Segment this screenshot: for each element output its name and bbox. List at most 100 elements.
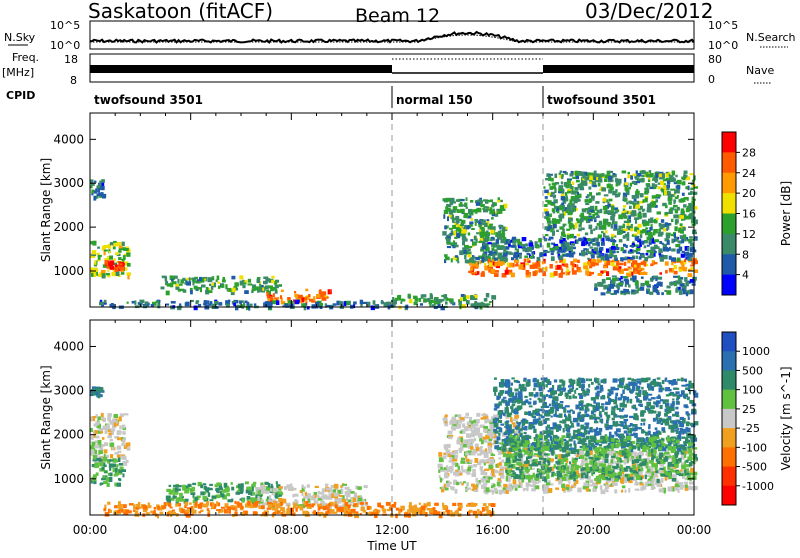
data-cell [312, 495, 314, 498]
data-cell [552, 220, 557, 224]
data-cell [587, 258, 590, 260]
data-cell [646, 408, 650, 410]
data-cell [494, 431, 498, 434]
data-cell [673, 276, 678, 278]
data-cell [464, 295, 466, 297]
data-cell [97, 416, 101, 420]
data-cell [673, 488, 675, 492]
data-cell [326, 488, 330, 491]
data-cell [98, 388, 103, 392]
data-cell [630, 423, 633, 426]
data-cell [551, 178, 554, 182]
data-cell [91, 190, 93, 194]
data-cell [460, 431, 463, 434]
data-cell [527, 258, 529, 262]
data-cell [585, 458, 588, 461]
data-cell [445, 488, 449, 491]
data-cell [501, 460, 504, 463]
data-cell [117, 446, 121, 450]
data-cell [243, 283, 246, 285]
data-cell [557, 249, 562, 252]
data-cell [577, 221, 580, 223]
data-cell [565, 192, 567, 196]
data-cell [459, 300, 462, 304]
data-cell [525, 488, 528, 490]
data-cell [174, 276, 178, 279]
data-cell [689, 400, 694, 404]
data-cell [579, 215, 583, 217]
data-cell [576, 405, 579, 410]
data-cell [593, 228, 595, 231]
data-cell [179, 303, 181, 306]
data-cell [124, 413, 129, 415]
data-cell [655, 173, 658, 178]
data-cell [320, 492, 325, 495]
data-cell [504, 433, 508, 435]
data-cell [538, 409, 540, 412]
data-cell [353, 497, 357, 502]
data-cell [98, 274, 102, 277]
data-cell [480, 466, 484, 471]
data-cell [579, 412, 581, 414]
data-cell [194, 286, 198, 290]
data-cell [598, 383, 601, 385]
data-cell [472, 485, 477, 490]
data-cell [179, 507, 181, 512]
data-cell [640, 193, 644, 197]
data-cell [242, 280, 244, 283]
data-cell [503, 251, 506, 254]
data-cell [303, 496, 307, 498]
data-cell [601, 242, 605, 246]
data-cell [603, 223, 608, 225]
data-cell [460, 443, 464, 446]
data-cell [659, 223, 662, 226]
data-cell [686, 292, 688, 296]
data-cell [520, 264, 524, 268]
data-cell [122, 431, 125, 435]
data-cell [90, 428, 93, 432]
data-cell [98, 193, 103, 197]
data-cell [466, 300, 470, 304]
data-cell [673, 200, 676, 203]
data-cell [489, 419, 492, 422]
data-cell [490, 226, 495, 230]
data-cell [545, 196, 548, 199]
data-cell [549, 248, 554, 251]
data-cell [225, 489, 229, 493]
data-cell [551, 253, 554, 256]
data-cell [550, 264, 553, 269]
data-cell [645, 281, 650, 286]
data-cell [647, 185, 651, 188]
data-cell [546, 394, 548, 397]
data-cell [475, 222, 477, 226]
data-cell [94, 424, 97, 427]
data-cell [92, 241, 96, 246]
data-cell [126, 442, 131, 446]
data-cell [476, 202, 480, 206]
data-cell [501, 470, 504, 473]
data-cell [611, 184, 613, 186]
data-cell [690, 188, 693, 191]
data-cell [628, 172, 631, 174]
data-cell [454, 237, 457, 239]
data-cell [491, 244, 493, 247]
data-cell [241, 489, 244, 493]
data-cell [118, 506, 122, 509]
data-cell [569, 385, 571, 388]
data-cell [270, 488, 273, 491]
data-cell [573, 259, 577, 263]
data-cell [185, 302, 187, 306]
data-cell [613, 400, 617, 405]
data-cell [668, 223, 670, 226]
data-cell [653, 186, 656, 189]
data-cell [95, 436, 99, 439]
data-cell [231, 482, 233, 485]
data-cell [569, 253, 571, 257]
data-cell [623, 205, 626, 208]
data-cell [461, 229, 466, 234]
data-cell [402, 506, 405, 510]
data-cell [638, 224, 642, 228]
data-cell [192, 281, 194, 285]
data-cell [659, 488, 664, 492]
data-cell [625, 186, 628, 191]
